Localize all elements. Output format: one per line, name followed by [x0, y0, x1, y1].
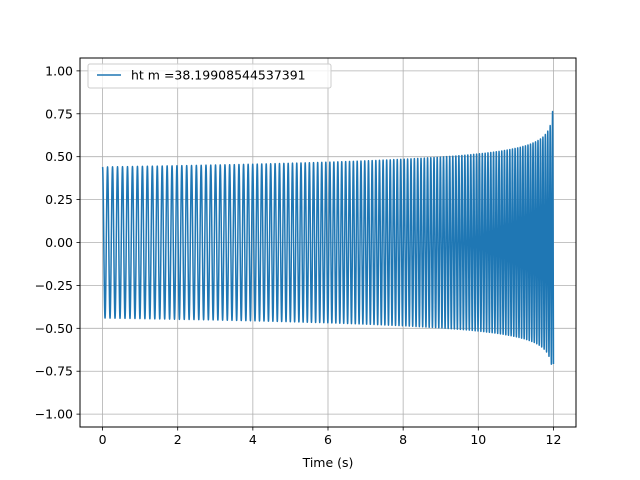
- x-tick-label: 2: [174, 432, 182, 447]
- legend-box: [87, 63, 332, 89]
- x-axis: 0 2 4 6 8 10 12: [99, 427, 562, 447]
- y-axis: −1.00 −0.75 −0.50 −0.25 0.00 0.25 0.50 0.75 1.00: [35, 63, 80, 422]
- legend: ht m =38.19908544537391: [87, 63, 332, 89]
- series-line: [101, 110, 555, 365]
- y-tick-label: −1.00: [35, 407, 73, 422]
- series-layer: [101, 110, 555, 365]
- y-tick-label: −0.25: [35, 278, 73, 293]
- x-tick-label: 0: [99, 432, 107, 447]
- y-tick-label: 0.50: [45, 149, 73, 164]
- x-axis-label: Time (s): [302, 455, 354, 470]
- x-tick-label: 12: [546, 432, 562, 447]
- y-tick-label: 1.00: [45, 63, 73, 78]
- x-tick-label: 8: [399, 432, 407, 447]
- legend-series-label: ht m =38.19908544537391: [131, 68, 306, 83]
- x-tick-label: 6: [324, 432, 332, 447]
- y-tick-label: −0.75: [35, 364, 73, 379]
- x-tick-label: 10: [470, 432, 486, 447]
- y-tick-label: −0.50: [35, 321, 73, 336]
- x-tick-label: 4: [249, 432, 257, 447]
- y-tick-label: 0.75: [45, 106, 73, 121]
- y-tick-label: 0.25: [45, 192, 73, 207]
- y-tick-label: 0.00: [45, 235, 73, 250]
